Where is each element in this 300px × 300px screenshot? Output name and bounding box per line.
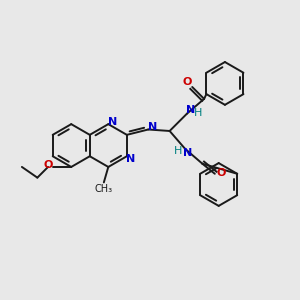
Text: N: N (148, 122, 158, 132)
Text: O: O (182, 77, 192, 87)
Text: CH₃: CH₃ (95, 184, 113, 194)
Text: N: N (126, 154, 136, 164)
Text: O: O (43, 160, 52, 170)
Text: H: H (173, 146, 182, 156)
Text: N: N (108, 117, 117, 127)
Text: N: N (186, 105, 195, 115)
Text: O: O (216, 168, 225, 178)
Text: N: N (183, 148, 193, 158)
Text: H: H (194, 108, 202, 118)
